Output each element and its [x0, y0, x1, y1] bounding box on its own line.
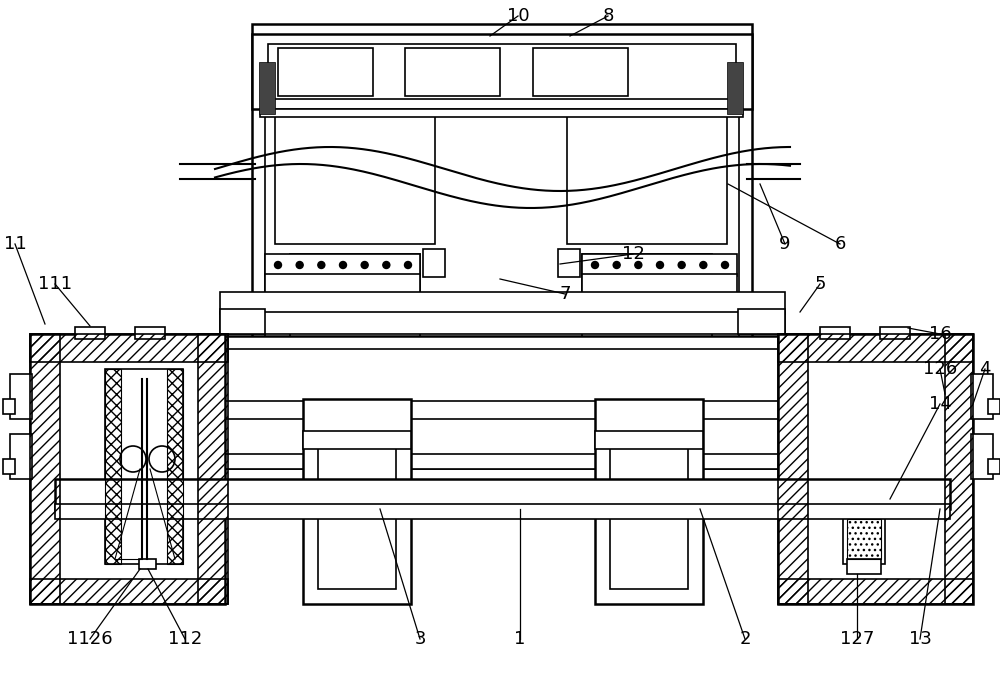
Bar: [3, 459, 15, 474]
Bar: [265, 254, 420, 276]
Bar: [3, 399, 15, 414]
Bar: [278, 48, 373, 96]
Text: 13: 13: [909, 630, 931, 648]
Bar: [558, 249, 580, 277]
Bar: [68, 454, 938, 469]
Bar: [68, 349, 938, 469]
Circle shape: [318, 262, 325, 268]
Bar: [945, 334, 973, 604]
Bar: [10, 374, 32, 419]
Bar: [567, 116, 727, 244]
Text: 4: 4: [979, 360, 991, 378]
Circle shape: [592, 262, 598, 268]
Bar: [318, 434, 396, 589]
Bar: [30, 334, 228, 362]
Text: 11: 11: [4, 235, 26, 253]
Bar: [303, 431, 411, 449]
Bar: [55, 479, 950, 509]
Text: 12: 12: [622, 245, 644, 263]
Text: 1: 1: [514, 630, 526, 648]
Circle shape: [635, 262, 642, 268]
Bar: [265, 37, 739, 356]
Bar: [220, 309, 265, 334]
Bar: [105, 369, 121, 564]
Bar: [423, 249, 445, 277]
Bar: [971, 374, 993, 419]
Bar: [843, 499, 885, 564]
Text: 10: 10: [507, 7, 529, 25]
Bar: [405, 48, 500, 96]
Bar: [582, 254, 737, 276]
Bar: [847, 519, 881, 559]
Text: 112: 112: [168, 630, 202, 648]
Bar: [595, 399, 703, 604]
Bar: [55, 504, 950, 519]
Bar: [778, 334, 973, 362]
Bar: [971, 434, 993, 479]
Bar: [778, 334, 973, 604]
Bar: [303, 399, 411, 604]
Circle shape: [722, 262, 728, 268]
Circle shape: [383, 262, 390, 268]
Text: 14: 14: [929, 395, 951, 413]
Bar: [30, 334, 60, 604]
Bar: [167, 369, 183, 564]
Bar: [220, 292, 785, 314]
Text: 8: 8: [602, 7, 614, 25]
Bar: [259, 62, 275, 114]
Bar: [582, 254, 712, 354]
Bar: [198, 334, 228, 604]
Bar: [275, 116, 435, 244]
Circle shape: [404, 262, 412, 268]
Text: 126: 126: [923, 360, 957, 378]
Bar: [880, 327, 910, 339]
Circle shape: [678, 262, 685, 268]
Bar: [105, 369, 183, 564]
Text: 6: 6: [834, 235, 846, 253]
Bar: [252, 24, 752, 369]
Text: 111: 111: [38, 275, 72, 293]
Circle shape: [656, 262, 664, 268]
Bar: [778, 334, 808, 604]
Text: 9: 9: [779, 235, 791, 253]
Bar: [260, 109, 743, 117]
Text: 3: 3: [414, 630, 426, 648]
Bar: [220, 312, 785, 334]
Circle shape: [274, 262, 282, 268]
Bar: [610, 434, 688, 589]
Circle shape: [700, 262, 707, 268]
Text: 2: 2: [739, 630, 751, 648]
Bar: [30, 579, 228, 604]
Bar: [727, 62, 743, 114]
Text: 5: 5: [814, 275, 826, 293]
Bar: [582, 274, 737, 296]
Bar: [265, 274, 420, 296]
Bar: [30, 334, 225, 604]
Circle shape: [613, 262, 620, 268]
Bar: [10, 434, 32, 479]
Bar: [68, 401, 938, 419]
Bar: [135, 327, 165, 339]
Text: 127: 127: [840, 630, 874, 648]
Circle shape: [340, 262, 347, 268]
Circle shape: [361, 262, 368, 268]
Bar: [268, 44, 736, 99]
Bar: [595, 431, 703, 449]
Text: 1126: 1126: [67, 630, 113, 648]
Bar: [820, 327, 850, 339]
Bar: [75, 327, 105, 339]
Bar: [738, 309, 785, 334]
Bar: [533, 48, 628, 96]
Bar: [290, 254, 420, 354]
Bar: [55, 336, 950, 484]
Text: 16: 16: [929, 325, 951, 343]
Circle shape: [296, 262, 303, 268]
Bar: [778, 579, 973, 604]
Bar: [988, 459, 1000, 474]
Text: 7: 7: [559, 285, 571, 303]
Bar: [252, 34, 752, 109]
Bar: [988, 399, 1000, 414]
Bar: [139, 559, 156, 569]
Bar: [847, 559, 881, 574]
